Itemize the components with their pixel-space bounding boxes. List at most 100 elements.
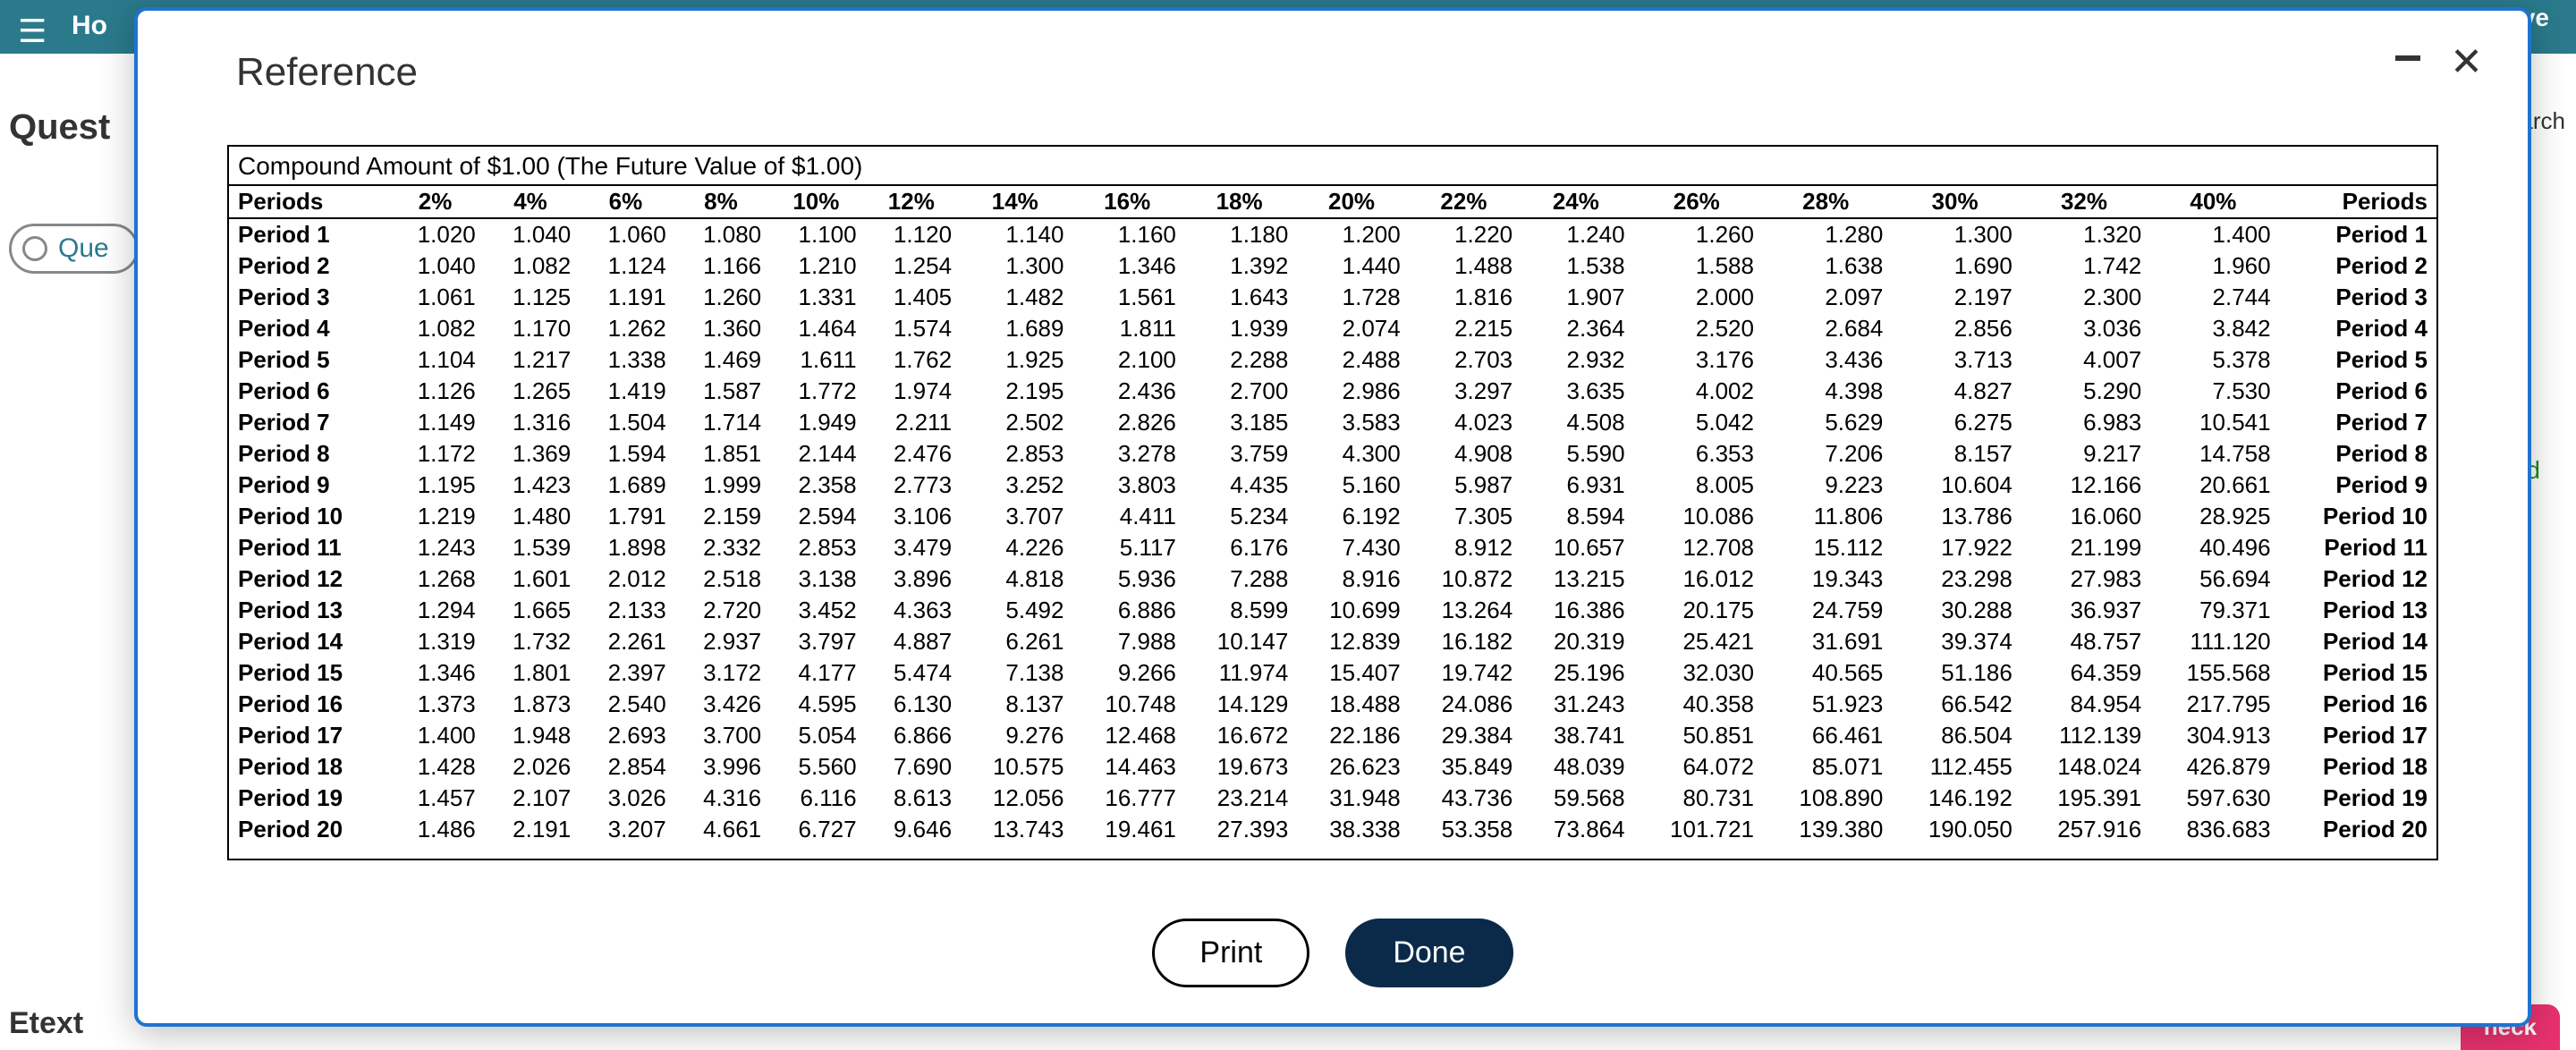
table-cell: 1.191 bbox=[578, 282, 673, 313]
table-row: Period 41.0821.1701.2621.3601.4641.5741.… bbox=[229, 313, 2436, 344]
question-pill[interactable]: Que bbox=[9, 224, 139, 274]
close-icon[interactable]: ✕ bbox=[2450, 43, 2483, 82]
table-cell: 3.479 bbox=[864, 532, 959, 563]
row-label-left: Period 6 bbox=[229, 376, 387, 407]
table-cell: 4.316 bbox=[674, 783, 768, 814]
table-cell: 14.129 bbox=[1183, 689, 1295, 720]
table-cell: 8.613 bbox=[864, 783, 959, 814]
table-cell: 3.207 bbox=[578, 814, 673, 845]
table-cell: 40.358 bbox=[1632, 689, 1761, 720]
table-cell: 2.540 bbox=[578, 689, 673, 720]
row-label-left: Period 9 bbox=[229, 470, 387, 501]
table-cell: 2.358 bbox=[768, 470, 863, 501]
table-cell: 1.762 bbox=[864, 344, 959, 376]
table-cell: 5.474 bbox=[864, 657, 959, 689]
table-cell: 1.331 bbox=[768, 282, 863, 313]
row-label-right: Period 7 bbox=[2278, 407, 2436, 438]
table-cell: 8.005 bbox=[1632, 470, 1761, 501]
table-cell: 20.175 bbox=[1632, 595, 1761, 626]
table-cell: 1.217 bbox=[483, 344, 578, 376]
table-cell: 1.801 bbox=[483, 657, 578, 689]
table-cell: 1.538 bbox=[1520, 250, 1631, 282]
table-cell: 139.380 bbox=[1761, 814, 1890, 845]
table-cell: 85.071 bbox=[1761, 751, 1890, 783]
table-cell: 2.364 bbox=[1520, 313, 1631, 344]
table-cell: 2.986 bbox=[1295, 376, 1407, 407]
row-label-right: Period 4 bbox=[2278, 313, 2436, 344]
table-cell: 1.925 bbox=[959, 344, 1071, 376]
table-row: Period 81.1721.3691.5941.8512.1442.4762.… bbox=[229, 438, 2436, 470]
table-cell: 3.583 bbox=[1295, 407, 1407, 438]
minimize-icon[interactable] bbox=[2395, 55, 2420, 61]
table-cell: 6.931 bbox=[1520, 470, 1631, 501]
row-label-right: Period 14 bbox=[2278, 626, 2436, 657]
table-cell: 2.100 bbox=[1071, 344, 1182, 376]
table-cell: 2.932 bbox=[1520, 344, 1631, 376]
table-cell: 79.371 bbox=[2148, 595, 2277, 626]
table-cell: 1.220 bbox=[1408, 218, 1520, 250]
row-label-right: Period 12 bbox=[2278, 563, 2436, 595]
table-cell: 80.731 bbox=[1632, 783, 1761, 814]
table-cell: 2.744 bbox=[2148, 282, 2277, 313]
table-row: Period 121.2681.6012.0122.5183.1383.8964… bbox=[229, 563, 2436, 595]
done-button[interactable]: Done bbox=[1345, 919, 1513, 987]
table-cell: 17.922 bbox=[1890, 532, 2019, 563]
print-button[interactable]: Print bbox=[1152, 919, 1309, 987]
table-cell: 8.599 bbox=[1183, 595, 1295, 626]
header-rate: 28% bbox=[1761, 185, 1890, 218]
table-cell: 8.157 bbox=[1890, 438, 2019, 470]
table-cell: 23.214 bbox=[1183, 783, 1295, 814]
table-cell: 2.191 bbox=[483, 814, 578, 845]
table-cell: 25.421 bbox=[1632, 626, 1761, 657]
table-cell: 50.851 bbox=[1632, 720, 1761, 751]
table-cell: 7.988 bbox=[1071, 626, 1182, 657]
table-cell: 16.060 bbox=[2020, 501, 2148, 532]
table-cell: 10.604 bbox=[1890, 470, 2019, 501]
table-cell: 2.288 bbox=[1183, 344, 1295, 376]
table-cell: 1.689 bbox=[578, 470, 673, 501]
table-cell: 1.020 bbox=[387, 218, 482, 250]
table-cell: 7.305 bbox=[1408, 501, 1520, 532]
row-label-left: Period 4 bbox=[229, 313, 387, 344]
table-cell: 217.795 bbox=[2148, 689, 2277, 720]
table-cell: 27.983 bbox=[2020, 563, 2148, 595]
table-cell: 155.568 bbox=[2148, 657, 2277, 689]
table-cell: 2.197 bbox=[1890, 282, 2019, 313]
table-cell: 6.866 bbox=[864, 720, 959, 751]
table-cell: 10.147 bbox=[1183, 626, 1295, 657]
table-cell: 2.195 bbox=[959, 376, 1071, 407]
table-cell: 1.100 bbox=[768, 218, 863, 250]
table-cell: 2.144 bbox=[768, 438, 863, 470]
table-cell: 3.036 bbox=[2020, 313, 2148, 344]
table-cell: 1.594 bbox=[578, 438, 673, 470]
table-cell: 2.133 bbox=[578, 595, 673, 626]
table-cell: 2.300 bbox=[2020, 282, 2148, 313]
table-cell: 4.411 bbox=[1071, 501, 1182, 532]
table-cell: 51.186 bbox=[1890, 657, 2019, 689]
table-cell: 3.106 bbox=[864, 501, 959, 532]
table-cell: 13.786 bbox=[1890, 501, 2019, 532]
table-cell: 7.530 bbox=[2148, 376, 2277, 407]
table-cell: 1.504 bbox=[578, 407, 673, 438]
table-cell: 6.116 bbox=[768, 783, 863, 814]
header-rate: 4% bbox=[483, 185, 578, 218]
table-cell: 3.278 bbox=[1071, 438, 1182, 470]
home-fragment: Ho bbox=[72, 11, 107, 41]
table-cell: 1.419 bbox=[578, 376, 673, 407]
table-container: Compound Amount of $1.00 (The Future Val… bbox=[227, 145, 2438, 860]
table-cell: 1.898 bbox=[578, 532, 673, 563]
table-cell: 836.683 bbox=[2148, 814, 2277, 845]
row-label-left: Period 7 bbox=[229, 407, 387, 438]
table-cell: 31.948 bbox=[1295, 783, 1407, 814]
table-cell: 5.629 bbox=[1761, 407, 1890, 438]
hamburger-icon[interactable]: ☰ bbox=[18, 13, 47, 50]
table-cell: 24.759 bbox=[1761, 595, 1890, 626]
table-cell: 1.469 bbox=[674, 344, 768, 376]
table-cell: 16.777 bbox=[1071, 783, 1182, 814]
table-cell: 14.758 bbox=[2148, 438, 2277, 470]
modal-footer: Print Done bbox=[138, 919, 2528, 987]
table-cell: 4.887 bbox=[864, 626, 959, 657]
header-rate: 30% bbox=[1890, 185, 2019, 218]
table-cell: 64.359 bbox=[2020, 657, 2148, 689]
table-cell: 1.400 bbox=[2148, 218, 2277, 250]
